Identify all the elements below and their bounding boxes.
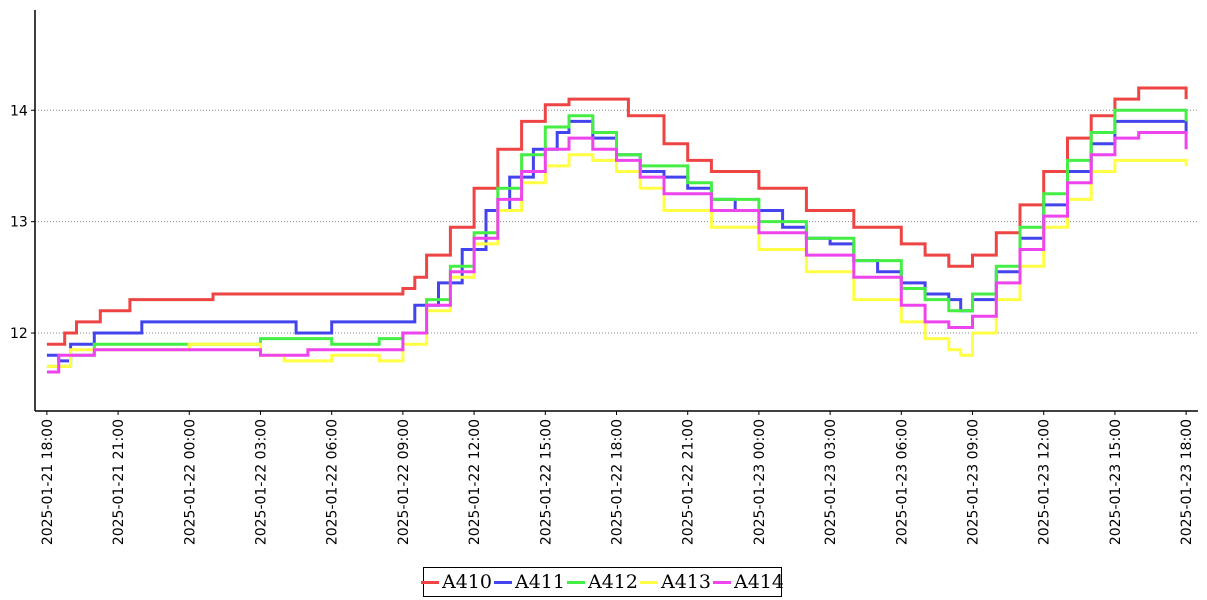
legend-item-a411: A411 [494, 571, 565, 593]
legend-label: A412 [588, 571, 638, 593]
x-tick-label: 2025-01-22 03:00 [253, 419, 269, 545]
legend-swatch [567, 580, 585, 584]
legend-swatch [713, 580, 731, 584]
x-tick-label: 2025-01-22 06:00 [325, 419, 341, 545]
legend-item-a410: A410 [421, 571, 492, 593]
series-line-a413 [46, 153, 1188, 368]
series-line-a414 [46, 131, 1188, 374]
x-tick-label: 2025-01-23 12:00 [1037, 419, 1053, 545]
legend-swatch [421, 580, 439, 584]
legend-label: A414 [734, 571, 784, 593]
x-ticks: 2025-01-21 18:00 2025-01-21 21:00 2025-01-… [40, 411, 1195, 545]
legend: A410 A411 A412 A413 A414 [421, 567, 784, 597]
x-tick-label: 2025-01-23 03:00 [823, 419, 839, 545]
x-tick-label: 2025-01-22 18:00 [610, 419, 626, 545]
x-tick-label: 2025-01-22 12:00 [467, 419, 483, 545]
x-tick-label: 2025-01-22 21:00 [681, 419, 697, 545]
x-tick-label: 2025-01-23 06:00 [894, 419, 910, 545]
legend-item-a414: A414 [713, 571, 784, 593]
legend-label: A413 [661, 571, 711, 593]
legend-swatch [640, 580, 658, 584]
x-tick-label: 2025-01-23 00:00 [752, 419, 768, 545]
series-lines [46, 86, 1188, 374]
x-tick-label: 2025-01-21 21:00 [111, 419, 127, 545]
x-tick-label: 2025-01-22 09:00 [396, 419, 412, 545]
x-tick-label: 2025-01-22 00:00 [182, 419, 198, 545]
x-tick-label: 2025-01-21 18:00 [40, 419, 56, 545]
legend-label: A410 [442, 571, 492, 593]
x-tick-label: 2025-01-23 09:00 [966, 419, 982, 545]
legend-swatch [494, 580, 512, 584]
y-tick-label: 14 [10, 103, 28, 119]
x-tick-label: 2025-01-23 15:00 [1108, 419, 1124, 545]
x-tick-label: 2025-01-22 15:00 [538, 419, 554, 545]
legend-label: A411 [515, 571, 565, 593]
legend-item-a413: A413 [640, 571, 711, 593]
y-tick-label: 13 [10, 215, 28, 231]
legend-item-a412: A412 [567, 571, 638, 593]
y-tick-label: 12 [10, 326, 28, 342]
series-line-a410 [46, 86, 1188, 346]
x-tick-label: 2025-01-23 18:00 [1179, 419, 1195, 545]
y-ticks: 12 13 14 [10, 103, 35, 342]
y-grid [35, 109, 1198, 334]
